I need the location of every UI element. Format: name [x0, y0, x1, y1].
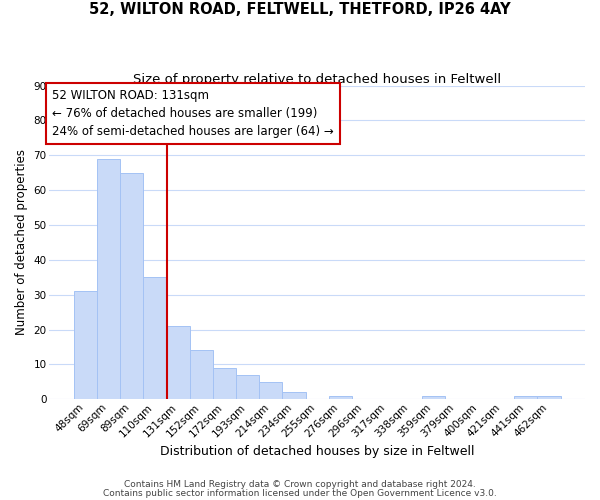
Bar [143, 278, 167, 400]
Bar [97, 158, 120, 400]
Bar [213, 368, 236, 400]
Bar [167, 326, 190, 400]
Y-axis label: Number of detached properties: Number of detached properties [15, 150, 28, 336]
Bar [120, 172, 143, 400]
Bar [329, 396, 352, 400]
X-axis label: Distribution of detached houses by size in Feltwell: Distribution of detached houses by size … [160, 444, 475, 458]
Title: Size of property relative to detached houses in Feltwell: Size of property relative to detached ho… [133, 72, 501, 86]
Bar [538, 396, 560, 400]
Text: 52, WILTON ROAD, FELTWELL, THETFORD, IP26 4AY: 52, WILTON ROAD, FELTWELL, THETFORD, IP2… [89, 2, 511, 18]
Bar [283, 392, 305, 400]
Bar [514, 396, 538, 400]
Text: Contains public sector information licensed under the Open Government Licence v3: Contains public sector information licen… [103, 488, 497, 498]
Bar [259, 382, 283, 400]
Bar [74, 291, 97, 400]
Bar [422, 396, 445, 400]
Text: Contains HM Land Registry data © Crown copyright and database right 2024.: Contains HM Land Registry data © Crown c… [124, 480, 476, 489]
Bar [236, 375, 259, 400]
Text: 52 WILTON ROAD: 131sqm
← 76% of detached houses are smaller (199)
24% of semi-de: 52 WILTON ROAD: 131sqm ← 76% of detached… [52, 88, 334, 138]
Bar [190, 350, 213, 400]
